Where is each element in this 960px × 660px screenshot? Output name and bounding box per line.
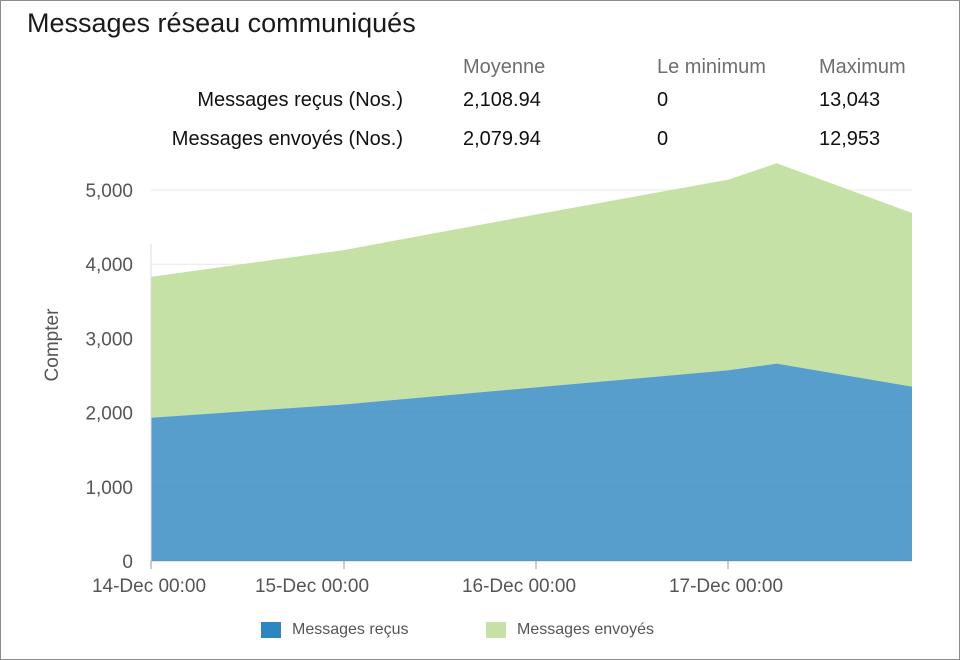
stats-received-minimum: 0	[657, 89, 669, 111]
stats-header-average: Moyenne	[463, 56, 546, 78]
legend-label-sent: Messages envoyés	[517, 621, 654, 638]
x-tick-label: 16-Dec 00:00	[462, 576, 576, 597]
y-tick-label: 1,000	[85, 478, 133, 499]
area-series	[151, 163, 912, 561]
legend-swatch-sent	[486, 622, 506, 638]
stats-sent-average: 2,079.94	[463, 128, 541, 150]
y-axis-label: Compter	[42, 308, 63, 382]
legend-label-received: Messages reçus	[292, 621, 409, 638]
stats-row-received-label: Messages reçus (Nos.)	[197, 89, 403, 111]
stats-received-maximum: 13,043	[819, 89, 881, 111]
y-tick-label: 4,000	[85, 255, 133, 276]
stats-sent-maximum: 12,953	[819, 128, 881, 150]
x-axis: 14-Dec 00:00 15-Dec 00:00 16-Dec 00:00 17-D…	[92, 561, 783, 597]
stats-header-minimum: Le minimum	[657, 56, 766, 78]
x-tick-label: 17-Dec 00:00	[669, 576, 783, 597]
stats-header-maximum: Maximum	[819, 56, 906, 78]
x-tick-label: 15-Dec 00:00	[255, 576, 369, 597]
y-tick-label: 2,000	[85, 404, 133, 425]
x-tick-label: 14-Dec 00:00	[92, 576, 206, 597]
y-axis: 0 1,000 2,000 3,000 4,000 5,000	[85, 181, 152, 573]
y-tick-label: 3,000	[85, 329, 133, 350]
chart-title: Messages réseau communiqués	[27, 8, 416, 38]
stats-sent-minimum: 0	[657, 128, 669, 150]
y-tick-label: 5,000	[85, 181, 133, 202]
stats-row-sent-label: Messages envoyés (Nos.)	[171, 128, 403, 150]
area-messages-recus	[151, 363, 912, 561]
legend-swatch-received	[261, 622, 281, 638]
y-tick-label: 0	[122, 552, 133, 573]
stats-received-average: 2,108.94	[463, 89, 541, 111]
area-messages-envoyes	[151, 163, 912, 418]
